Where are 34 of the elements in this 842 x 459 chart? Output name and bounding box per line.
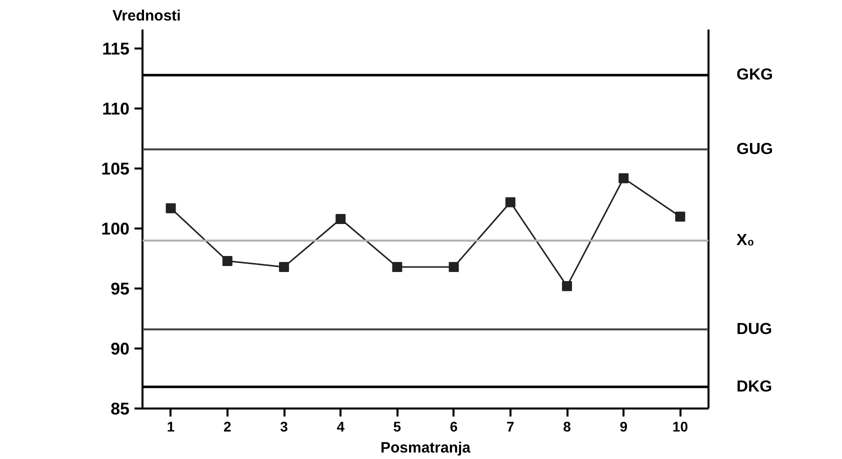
y-tick-label: 110 <box>102 100 130 119</box>
x-tick-label: 5 <box>393 418 402 434</box>
y-tick-label: 115 <box>102 40 130 59</box>
point <box>448 262 459 272</box>
y-tick-label: 90 <box>110 340 130 359</box>
x-tick-label: 6 <box>450 418 458 434</box>
x-tick-label: 8 <box>563 418 572 434</box>
point <box>505 197 516 208</box>
point <box>675 212 686 222</box>
point <box>166 203 176 214</box>
x-tick-label: 4 <box>336 418 345 434</box>
y-tick-label: 95 <box>110 280 130 299</box>
ref-line-label: GUG <box>736 140 773 158</box>
ref-line-label: DKG <box>736 378 772 396</box>
x-tick-label: 3 <box>280 418 288 434</box>
ref-line-label: DUG <box>736 320 772 338</box>
y-tick-label: 100 <box>101 220 130 239</box>
x-tick-label: 10 <box>672 418 688 434</box>
y-axis-title: Vrednosti <box>112 8 181 24</box>
point <box>392 262 402 272</box>
y-tick-label: 105 <box>101 160 130 179</box>
point <box>336 214 346 224</box>
x-tick-label: 1 <box>166 418 175 434</box>
x-tick-label: 2 <box>224 418 232 434</box>
ref-line-label: GKG <box>736 66 773 84</box>
x-axis-title: Posmatranja <box>380 440 472 456</box>
point <box>562 281 572 292</box>
point <box>279 262 289 272</box>
point <box>222 256 232 266</box>
point <box>618 173 629 184</box>
x-tick-label: 7 <box>506 418 515 434</box>
ref-line-label: X₀ <box>736 232 754 250</box>
y-tick-label: 85 <box>110 400 130 418</box>
x-tick-label: 9 <box>620 418 628 434</box>
